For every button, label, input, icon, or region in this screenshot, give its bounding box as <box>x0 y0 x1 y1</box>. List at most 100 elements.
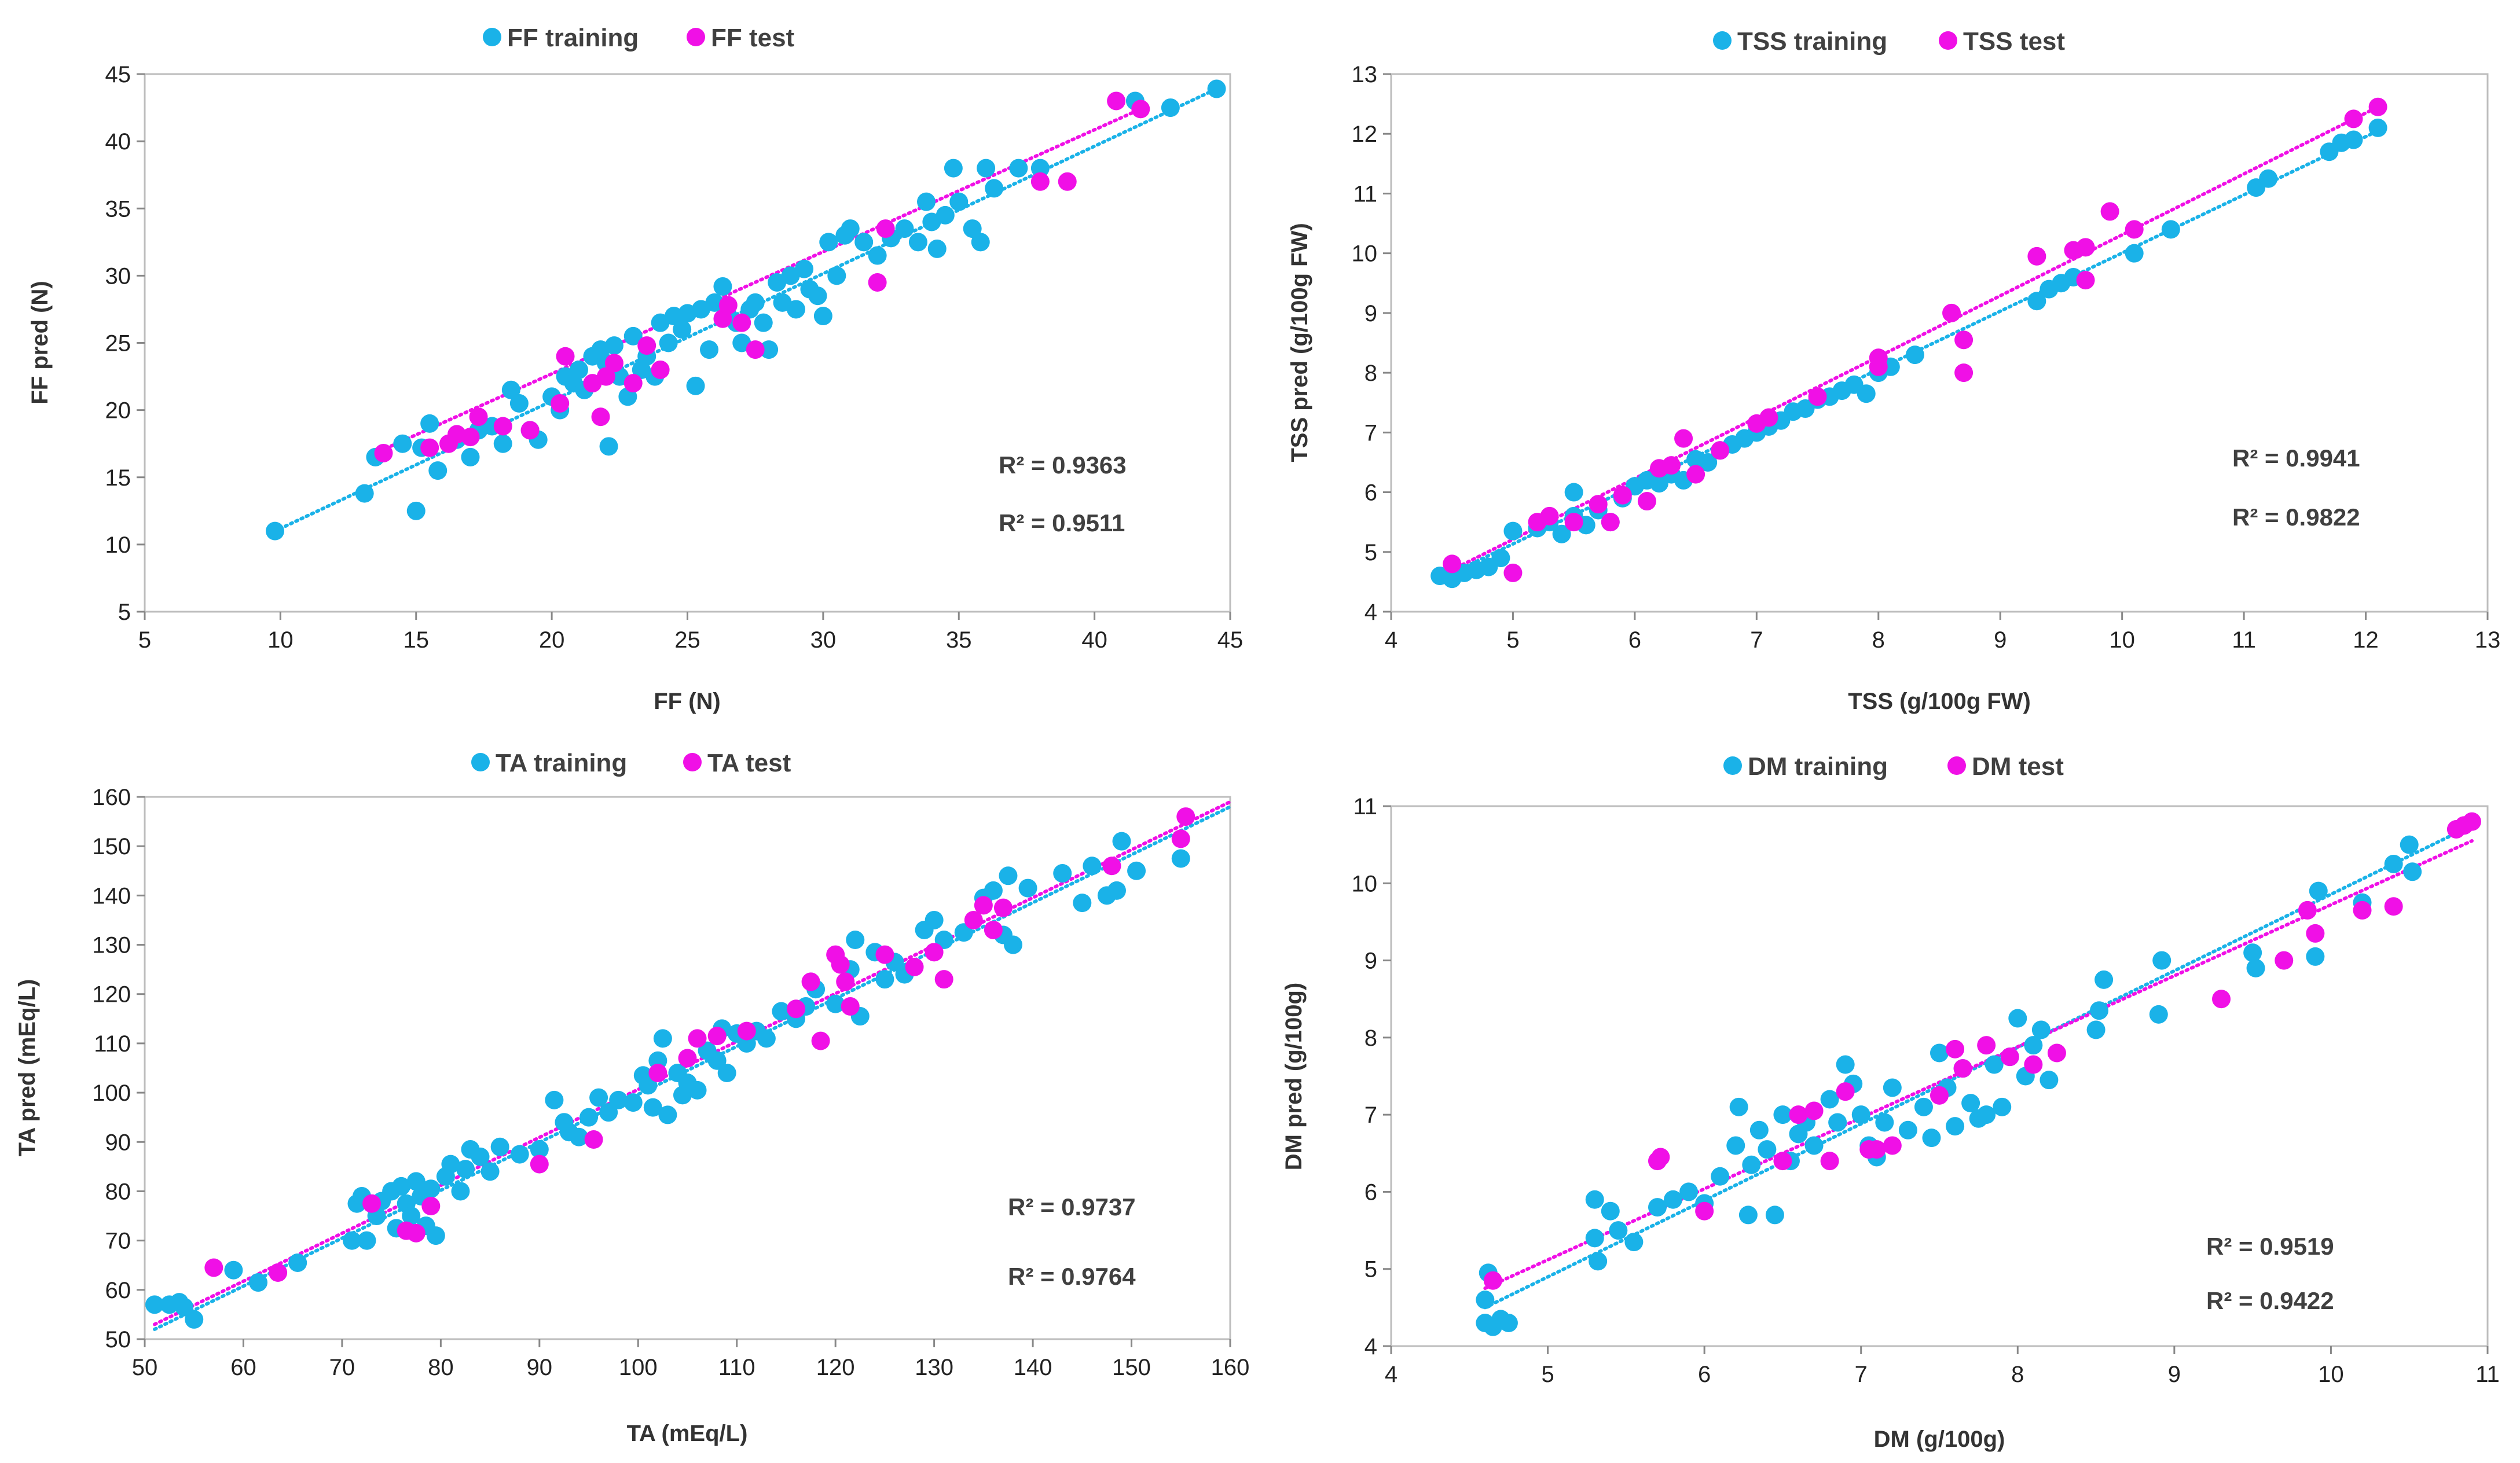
tss-y-tick-label: 5 <box>1364 540 1377 565</box>
ta-y-tick-label: 160 <box>92 785 131 810</box>
ff-test-point <box>1058 172 1077 191</box>
dm-training-point <box>2086 1020 2105 1039</box>
ta-training-point <box>1073 894 1092 913</box>
dm-x-tick-label: 8 <box>2011 1362 2024 1387</box>
ta-training-point <box>456 1160 475 1179</box>
ta-training-point <box>471 1147 490 1166</box>
ff-legend: FF training FF test <box>483 24 795 52</box>
ta-x-tick-label: 60 <box>230 1355 256 1380</box>
dm-training-point <box>1609 1221 1628 1240</box>
dm-x-axis-title: DM (g/100g) <box>1874 1427 2005 1452</box>
tss-test-point <box>2125 220 2144 239</box>
tss-training-point <box>1857 384 1876 403</box>
ta-legend-training-label: TA training <box>496 749 627 777</box>
dm-training-point <box>1804 1136 1824 1155</box>
dm-training-point <box>1729 1097 1748 1116</box>
ff-test-point <box>746 340 765 359</box>
dm-test-point <box>2306 924 2325 943</box>
tss-training-point <box>1564 483 1583 502</box>
dm-test-point <box>1773 1152 1792 1171</box>
dm-plot-frame <box>1390 805 2489 1347</box>
ff-r2-training: R² = 0.9363 <box>999 451 1127 479</box>
ta-training-point <box>406 1172 425 1191</box>
ta-training-point <box>1171 849 1190 868</box>
ta-plot-frame <box>144 796 1231 1340</box>
dm-training-point <box>1711 1167 1730 1186</box>
ff-training-point <box>760 340 779 359</box>
dm-test-point <box>2298 900 2317 920</box>
ff-test-point <box>1131 100 1150 119</box>
dm-test-point <box>1883 1136 1902 1155</box>
dm-training-point <box>1898 1120 1917 1139</box>
ta-training-point <box>145 1295 164 1314</box>
tss-training-point <box>1905 345 1924 365</box>
ff-test-point <box>461 428 480 447</box>
ta-training-point <box>441 1155 460 1174</box>
tss-test-point <box>1637 492 1656 511</box>
ff-x-axis-title: FF (N) <box>654 689 721 714</box>
dm-training-point <box>1930 1043 1949 1063</box>
ta-training-point <box>653 1029 672 1048</box>
ta-y-tick-label: 130 <box>92 933 131 958</box>
ff-test-point <box>651 360 670 379</box>
ta-test-point <box>801 972 820 991</box>
ff-test-point <box>732 313 751 332</box>
tss-test-point <box>1954 330 1974 350</box>
tss-y-tick-label: 10 <box>1352 241 1378 267</box>
ta-test-point <box>1171 829 1190 848</box>
dm-training-point <box>1499 1314 1518 1333</box>
tss-test-point <box>1954 363 1974 383</box>
dm-training-point <box>2306 947 2325 966</box>
dm-training-point <box>1601 1201 1620 1221</box>
dm-training-point <box>2024 1036 2043 1055</box>
ta-test-point <box>1102 857 1121 876</box>
tss-r2-test: R² = 0.9822 <box>2232 503 2360 531</box>
ta-test-point <box>1176 807 1195 826</box>
ta-training-point <box>1107 881 1126 900</box>
ta-training-point <box>875 970 894 989</box>
dm-y-tick-label: 8 <box>1364 1025 1377 1051</box>
ta-training-point <box>490 1137 509 1156</box>
tss-test-point <box>1443 554 1462 574</box>
ta-training-point <box>175 1297 194 1317</box>
ta-legend-test-label: TA test <box>707 749 791 777</box>
ff-x-tick-label: 15 <box>404 627 430 653</box>
dm-training-point <box>1749 1120 1769 1139</box>
ff-training-point <box>420 414 439 433</box>
dm-x-tick-label: 4 <box>1385 1362 1397 1387</box>
dm-test-point <box>2384 897 2403 916</box>
ff-training-point <box>570 360 588 379</box>
dm-r2-training: R² = 0.9519 <box>2206 1233 2334 1260</box>
dm-test-point <box>2024 1055 2043 1074</box>
tss-x-tick-label: 10 <box>2109 627 2135 653</box>
dm-test-point <box>2000 1047 2019 1067</box>
ff-points <box>266 79 1226 541</box>
ta-training-point <box>934 931 953 950</box>
dm-training-point <box>2040 1071 2059 1090</box>
dm-training-point <box>1961 1094 1980 1113</box>
ff-training-point <box>713 277 732 296</box>
ff-training-point <box>971 233 990 252</box>
dm-training-point <box>1476 1291 1495 1310</box>
ff-x-tick-label: 5 <box>138 627 151 653</box>
ta-training-point <box>589 1088 608 1107</box>
ff-training-point <box>700 340 718 359</box>
tss-plot-frame <box>1390 73 2489 613</box>
ff-test-point <box>469 407 488 427</box>
tss-test-point <box>2344 109 2363 128</box>
ff-test-point <box>604 354 623 373</box>
tss-training-point <box>2027 292 2046 311</box>
ff-r2-test: R² = 0.9511 <box>999 509 1125 536</box>
ta-test-point <box>678 1049 697 1068</box>
tss-x-tick-label: 11 <box>2232 627 2256 653</box>
ta-training-point <box>392 1177 411 1196</box>
ff-training-point <box>406 501 425 520</box>
tss-training-point <box>2344 130 2363 149</box>
dm-training-point <box>1985 1055 2004 1074</box>
dm-training-point <box>1922 1129 1941 1148</box>
tss-test-point <box>2100 202 2119 221</box>
ta-y-tick-label: 70 <box>105 1229 131 1254</box>
ta-test-point <box>811 1031 830 1050</box>
dm-test-point <box>1953 1059 1972 1078</box>
ta-y-tick-label: 50 <box>105 1327 131 1352</box>
